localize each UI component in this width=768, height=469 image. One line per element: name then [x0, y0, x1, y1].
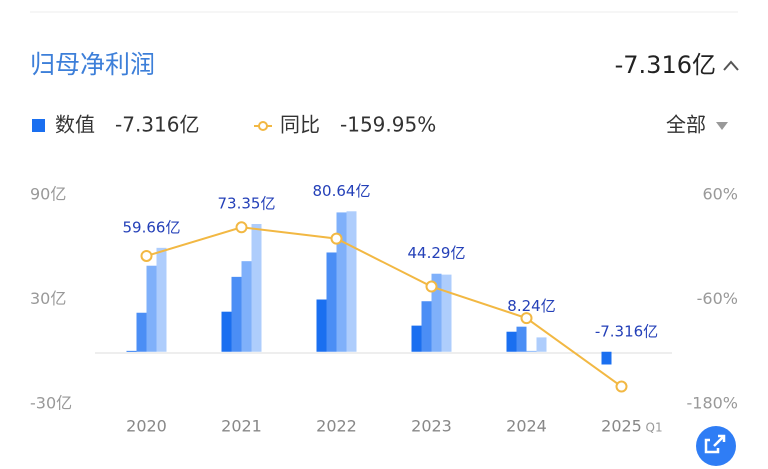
- plot: 90亿 30亿 -30亿 60% -60% -180% 59.66亿 73.35亿 80.64亿…: [30, 182, 738, 436]
- y-tick-label: 90亿: [30, 185, 66, 204]
- data-label: 73.35亿: [218, 194, 276, 212]
- bar: [411, 325, 422, 352]
- y2-tick-label: -60%: [697, 289, 738, 308]
- share-button[interactable]: [696, 426, 736, 466]
- x-tick-label: 2022: [316, 417, 357, 436]
- x-period-label: Q1: [646, 421, 663, 435]
- bar: [221, 311, 232, 352]
- y-tick-label: -30亿: [30, 394, 72, 413]
- data-label: 80.64亿: [313, 182, 371, 200]
- bar: [126, 350, 137, 352]
- legend-value: -7.316亿: [115, 113, 199, 137]
- y2-tick-label: 60%: [702, 185, 738, 204]
- dropdown-caret[interactable]: [716, 122, 728, 130]
- y-tick-label: 30亿: [30, 289, 66, 308]
- bar: [136, 312, 147, 352]
- data-label: 44.29亿: [408, 244, 466, 262]
- y2-tick-label: -180%: [686, 394, 738, 413]
- legend-swatch-bar: [32, 119, 45, 132]
- bar: [251, 223, 262, 352]
- legend-label: 同比: [280, 113, 320, 137]
- page-title: 归母净利润: [30, 50, 155, 79]
- line-point: [520, 312, 533, 325]
- x-tick-label: 2020: [126, 417, 167, 436]
- bar: [241, 261, 252, 352]
- line-point: [235, 221, 248, 234]
- bar: [421, 301, 432, 352]
- bar: [526, 350, 537, 352]
- line: [146, 226, 623, 388]
- line-point: [140, 249, 153, 262]
- data-label: 59.66亿: [123, 218, 181, 236]
- bar: [441, 274, 452, 352]
- bar: [536, 337, 547, 352]
- bar: [231, 276, 242, 352]
- line-point: [615, 380, 628, 393]
- legend-value: -159.95%: [340, 113, 436, 137]
- line-point: [425, 280, 438, 293]
- data-label: 8.24亿: [507, 297, 555, 315]
- legend-label: 数值: [55, 113, 95, 137]
- x-tick-label: 2024: [506, 417, 547, 436]
- legend-swatch-dot: [258, 121, 268, 131]
- bar: [346, 211, 357, 352]
- bar: [516, 326, 527, 352]
- bar: [431, 273, 442, 352]
- collapse-icon[interactable]: [723, 60, 739, 71]
- bar: [146, 265, 157, 352]
- bar: [336, 212, 347, 352]
- x-tick-label: 2025: [601, 417, 642, 436]
- filter-dropdown[interactable]: 全部: [666, 113, 706, 137]
- x-tick-label: 2023: [411, 417, 452, 436]
- header-value: -7.316亿: [615, 51, 716, 79]
- bar: [601, 351, 612, 365]
- x-tick-label: 2021: [221, 417, 262, 436]
- share-icon[interactable]: [704, 434, 726, 454]
- line-point: [330, 232, 343, 245]
- data-label: -7.316亿: [595, 322, 658, 340]
- bar: [506, 331, 517, 352]
- bar: [316, 299, 327, 352]
- bar: [156, 247, 167, 352]
- bar: [326, 252, 337, 352]
